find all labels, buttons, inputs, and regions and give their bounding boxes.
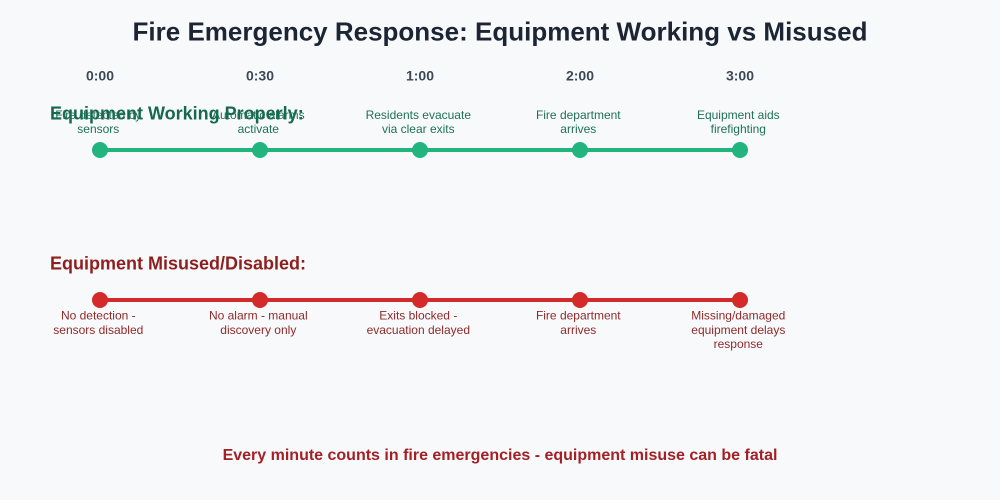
svg-text:0:30: 0:30: [246, 68, 274, 84]
svg-text:Equipment Misused/Disabled:: Equipment Misused/Disabled:: [50, 254, 306, 274]
svg-text:3:00: 3:00: [726, 68, 754, 84]
svg-text:Fire Emergency Response: Equip: Fire Emergency Response: Equipment Worki…: [133, 17, 868, 47]
svg-text:Exits blocked -evacuation dela: Exits blocked -evacuation delayed: [367, 308, 470, 336]
svg-text:2:00: 2:00: [566, 68, 594, 84]
svg-text:0:00: 0:00: [86, 68, 114, 84]
svg-text:Equipment Working Properly:: Equipment Working Properly:: [50, 104, 304, 124]
svg-text:1:00: 1:00: [406, 68, 434, 84]
svg-text:No detection -sensors disabled: No detection -sensors disabled: [53, 308, 143, 336]
svg-text:Every minute counts in fire em: Every minute counts in fire emergencies …: [223, 447, 778, 464]
